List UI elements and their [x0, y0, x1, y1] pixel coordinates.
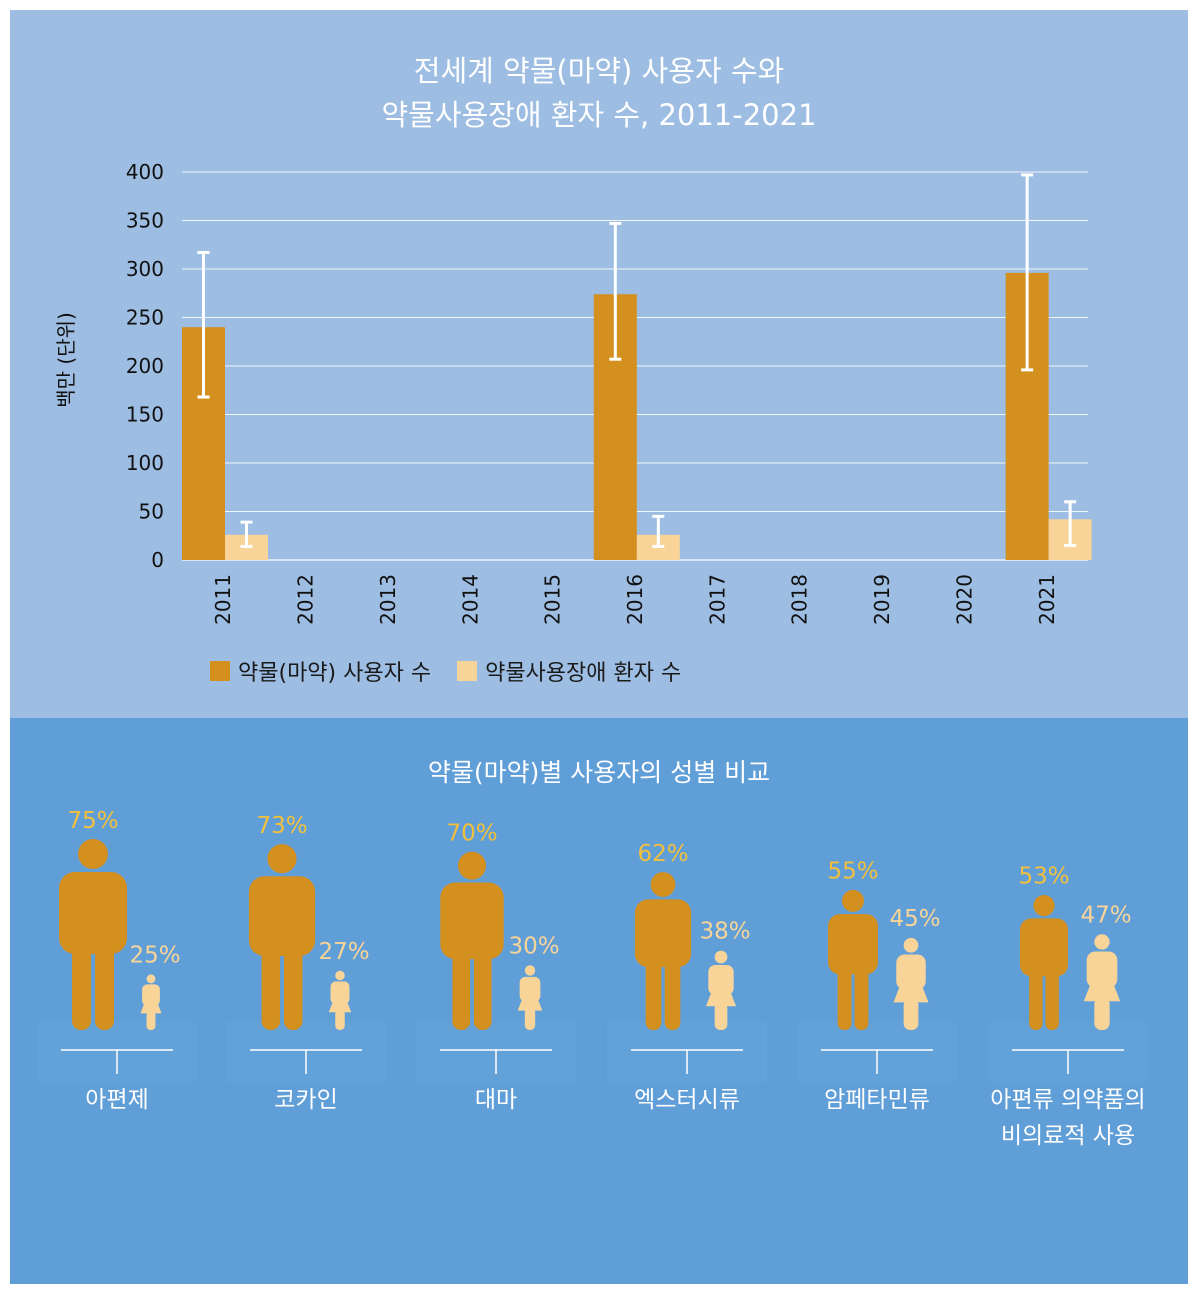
error-bar	[1021, 173, 1034, 372]
x-tick-label: 2013	[376, 574, 400, 625]
error-bar	[240, 520, 253, 548]
x-tick-label: 2015	[541, 574, 565, 625]
y-tick-label: 400	[126, 160, 164, 184]
gender-category-label-line: 엑스터시류	[634, 1087, 740, 1113]
legend-item-patients: 약물사용장애 환자 수	[457, 655, 681, 687]
y-axis-label: 백만 (단위)	[54, 312, 78, 408]
error-bar	[197, 251, 210, 399]
gender-section-title: 약물(마약)별 사용자의 성별 비교	[427, 758, 771, 787]
chart-title-line2: 약물사용장애 환자 수, 2011-2021	[381, 98, 817, 132]
y-tick-label: 100	[126, 451, 164, 475]
y-tick-label: 350	[126, 209, 164, 233]
bar-chart: 0 50 100 150 200 250 300 350 400 2011 2012 2013 2014…	[126, 160, 1092, 625]
y-tick-label: 250	[126, 306, 164, 330]
x-tick-label: 2012	[294, 574, 318, 625]
gender-category-label: 아편제	[7, 1082, 227, 1118]
gender-category-label: 엑스터시류	[577, 1082, 797, 1118]
error-bar	[652, 514, 665, 548]
chart-title-line1: 전세계 약물(마약) 사용자 수와	[413, 54, 785, 88]
x-tick-label: 2011	[211, 574, 235, 625]
y-tick-label: 50	[139, 500, 164, 524]
gender-category-label-line: 코카인	[274, 1087, 338, 1113]
gender-category-label: 대마	[386, 1082, 606, 1118]
x-tick-label: 2017	[705, 574, 729, 625]
legend-label-users: 약물(마약) 사용자 수	[238, 661, 432, 686]
gender-category-label-line: 비의료적 사용	[1000, 1123, 1136, 1149]
y-tick-label: 0	[151, 548, 164, 572]
y-tick-label: 300	[126, 257, 164, 281]
x-tick-label: 2014	[458, 574, 482, 625]
error-bar	[609, 221, 622, 361]
x-tick-label: 2020	[952, 574, 976, 625]
error-bar	[1064, 500, 1077, 547]
x-tick-label: 2019	[870, 574, 894, 625]
gender-category-label: 암페타민류	[767, 1082, 987, 1118]
y-tick-label: 150	[126, 403, 164, 427]
legend-label-patients: 약물사용장애 환자 수	[485, 661, 682, 686]
x-tick-label: 2016	[623, 574, 647, 625]
gender-category-label-line: 암페타민류	[824, 1087, 930, 1113]
legend-swatch-patients	[457, 661, 478, 681]
x-tick-label: 2018	[788, 574, 812, 625]
gender-category-label-line: 대마	[474, 1087, 518, 1113]
gender-category-label: 코카인	[196, 1082, 416, 1118]
gender-category-label-line: 아편제	[85, 1087, 149, 1113]
x-tick-label: 2021	[1035, 574, 1059, 625]
gender-panel	[10, 718, 1188, 1284]
chart-legend: 약물(마약) 사용자 수 약물사용장애 환자 수	[210, 655, 707, 687]
gender-category-label-line: 아편류 의약품의	[990, 1087, 1146, 1113]
legend-item-users: 약물(마약) 사용자 수	[210, 655, 431, 687]
y-tick-label: 200	[126, 354, 164, 378]
legend-swatch-users	[210, 661, 230, 681]
